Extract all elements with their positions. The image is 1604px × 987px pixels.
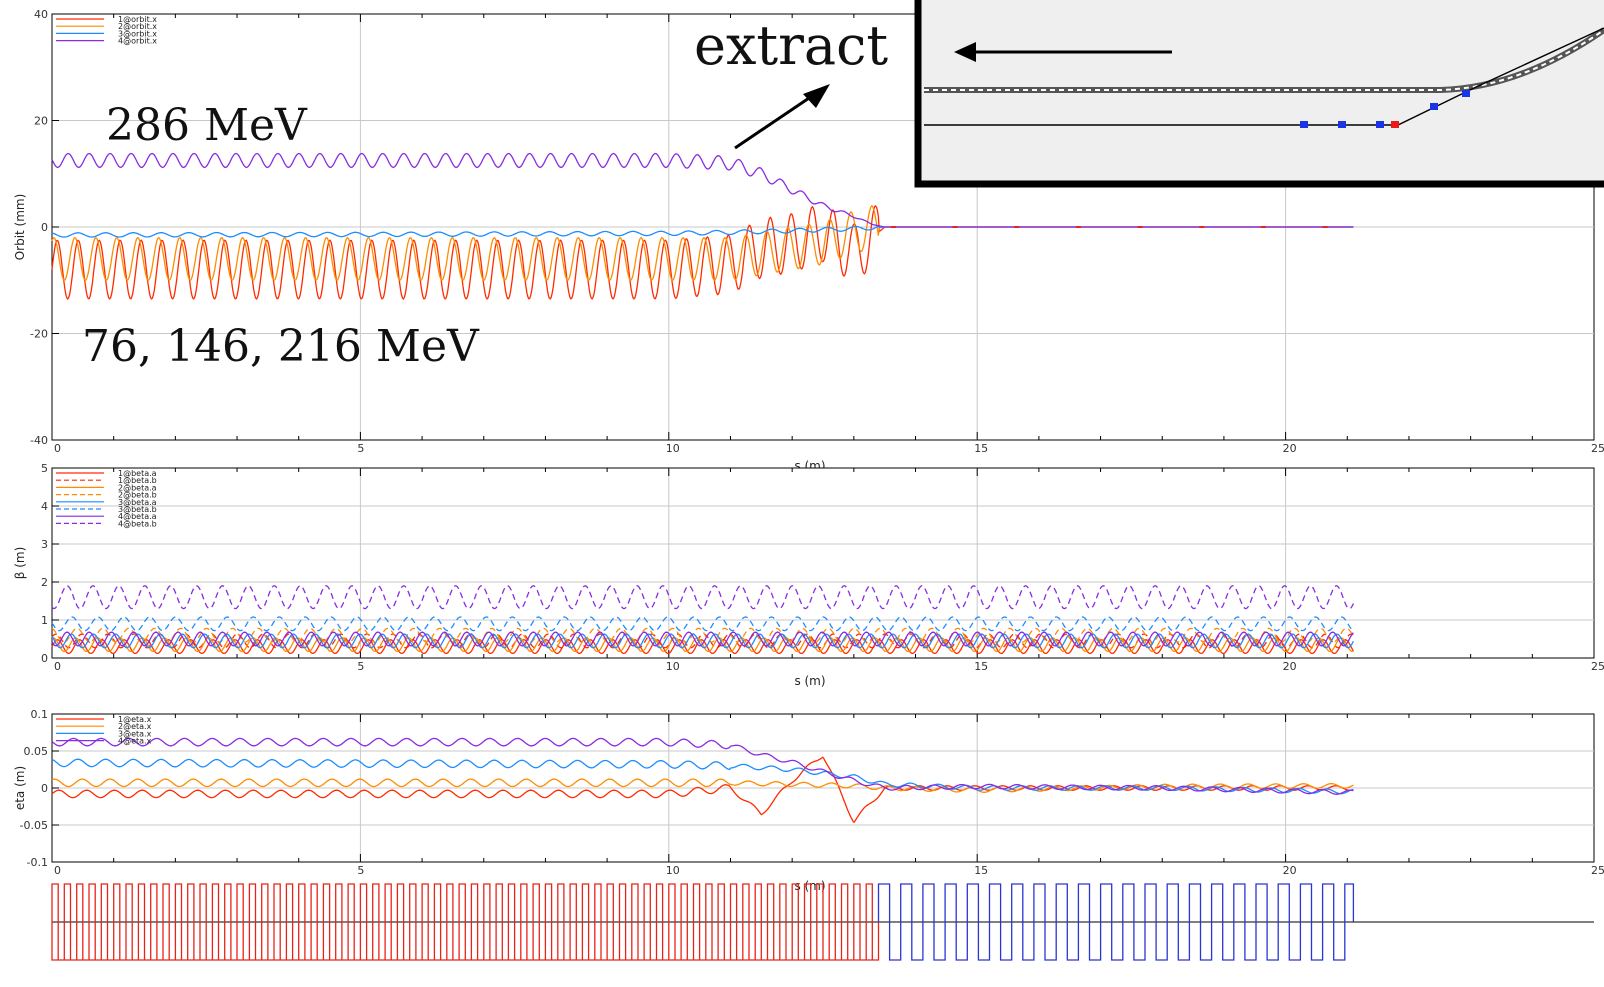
inset-ring-beampipe-dash — [924, 29, 1604, 91]
x-tick-label: 10 — [666, 864, 680, 877]
legend-label: 4@eta.x — [118, 737, 152, 746]
eta-series — [51, 737, 1354, 823]
x-tick-label: 15 — [974, 864, 988, 877]
legend-label: 1@eta.x — [118, 715, 152, 724]
legend-label: 3@beta.b — [118, 505, 157, 514]
y-tick-label: 5 — [41, 462, 48, 475]
orbit-legend: 1@orbit.x2@orbit.x3@orbit.x4@orbit.x — [56, 15, 157, 46]
x-tick-label: 25 — [1591, 864, 1604, 877]
lattice-elements — [51, 883, 1355, 961]
series-line-4@orbit.x — [51, 152, 1354, 228]
series-line-4@eta.x — [51, 737, 1354, 795]
inset-magnet-1 — [1300, 121, 1308, 128]
inset-arrow-head — [954, 42, 976, 62]
series-line-4@beta.b — [51, 585, 1354, 610]
legend-label: 1@beta.a — [118, 469, 157, 478]
y-tick-label: 0 — [41, 652, 48, 665]
y-tick-label: -20 — [30, 328, 48, 341]
eta-ylabel: eta (m) — [13, 766, 27, 810]
series-line-3@beta.b — [51, 616, 1354, 632]
legend-label: 2@orbit.x — [118, 22, 157, 31]
legend-label: 1@orbit.x — [118, 15, 157, 24]
x-tick-label: 5 — [357, 864, 364, 877]
x-tick-label: 0 — [54, 660, 61, 673]
legend-label: 2@beta.a — [118, 483, 157, 492]
legend-label: 1@beta.b — [118, 476, 157, 485]
series-line-4@beta.a — [51, 631, 1354, 647]
x-tick-label: 10 — [666, 660, 680, 673]
y-tick-label: 0 — [41, 221, 48, 234]
series-line-2@beta.b — [51, 627, 1354, 643]
eta-legend: 1@eta.x2@eta.x3@eta.x4@eta.x — [56, 715, 152, 746]
x-tick-label: 5 — [357, 442, 364, 455]
x-tick-label: 10 — [666, 442, 680, 455]
y-tick-label: 1 — [41, 614, 48, 627]
beta-legend: 1@beta.a1@beta.b2@beta.a2@beta.b3@beta.a… — [56, 469, 157, 528]
eta-panel: 0 5 10 15 20 25 -0.1 -0.05 0 0.05 0.1 1@eta.x2@eta… — [13, 708, 1604, 893]
x-tick-label: 5 — [357, 660, 364, 673]
y-tick-label: 4 — [41, 500, 48, 513]
annotation-76-146-216mev: 76, 146, 216 MeV — [82, 321, 480, 372]
x-tick-label: 0 — [54, 864, 61, 877]
inset-magnet-2 — [1338, 121, 1346, 128]
x-tick-label: 20 — [1283, 864, 1297, 877]
x-tick-label: 20 — [1283, 660, 1297, 673]
series-line-3@eta.x — [51, 758, 1354, 795]
beta-ticks: 0 5 10 15 20 25 0 1 2 3 4 5 — [41, 462, 1604, 673]
legend-label: 4@beta.b — [118, 519, 157, 528]
legend-label: 4@beta.a — [118, 512, 157, 521]
y-tick-label: 0.05 — [24, 745, 49, 758]
eta-ticks: 0 5 10 15 20 25 -0.1 -0.05 0 0.05 0.1 — [20, 708, 1604, 877]
y-tick-label: -0.1 — [27, 856, 48, 869]
inset-magnet-5 — [1462, 90, 1470, 97]
annotation-286mev: 286 MeV — [106, 100, 308, 151]
lattice-panel — [51, 883, 1594, 961]
extract-arrow-head — [803, 84, 830, 108]
inset-diagram — [914, 0, 1604, 188]
inset-magnet-4 — [1430, 103, 1438, 110]
x-tick-label: 0 — [54, 442, 61, 455]
y-tick-label: 2 — [41, 576, 48, 589]
series-line-2@eta.x — [51, 778, 1354, 793]
beta-ylabel: β (m) — [13, 547, 27, 580]
y-tick-label: 0 — [41, 782, 48, 795]
orbit-ylabel: Orbit (mm) — [13, 194, 27, 261]
legend-label: 4@orbit.x — [118, 37, 157, 46]
x-tick-label: 25 — [1591, 660, 1604, 673]
x-tick-label: 20 — [1283, 442, 1297, 455]
eta-grid — [52, 714, 1594, 862]
legend-label: 3@beta.a — [118, 498, 157, 507]
orbit-ticks: 0 5 10 15 20 25 -40 -20 0 20 40 — [30, 8, 1604, 455]
y-tick-label: 40 — [34, 8, 48, 21]
inset-septum-magnet — [1391, 121, 1399, 128]
legend-label: 3@orbit.x — [118, 29, 157, 38]
eta-xlabel: s (m) — [794, 879, 825, 893]
y-tick-label: 0.1 — [31, 708, 49, 721]
series-line-3@beta.a — [51, 633, 1354, 649]
annotation-extract: extract — [694, 14, 888, 77]
legend-label: 2@beta.b — [118, 491, 157, 500]
legend-label: 3@eta.x — [118, 729, 152, 738]
beta-plot-frame — [51, 467, 1595, 659]
x-tick-label: 15 — [974, 442, 988, 455]
x-tick-label: 25 — [1591, 442, 1604, 455]
lattice-region — [51, 883, 880, 961]
y-tick-label: -40 — [30, 434, 48, 447]
extract-arrow-line — [734, 90, 819, 150]
orbit-series — [51, 152, 1354, 300]
y-tick-label: 20 — [34, 115, 48, 128]
legend-label: 2@eta.x — [118, 722, 152, 731]
lattice-region — [877, 883, 1355, 961]
y-tick-label: -0.05 — [20, 819, 48, 832]
series-line-1@beta.a — [51, 639, 1354, 655]
x-tick-label: 15 — [974, 660, 988, 673]
beta-series — [51, 585, 1354, 655]
y-tick-label: 3 — [41, 538, 48, 551]
beta-xlabel: s (m) — [794, 674, 825, 688]
inset-magnet-3 — [1376, 121, 1384, 128]
